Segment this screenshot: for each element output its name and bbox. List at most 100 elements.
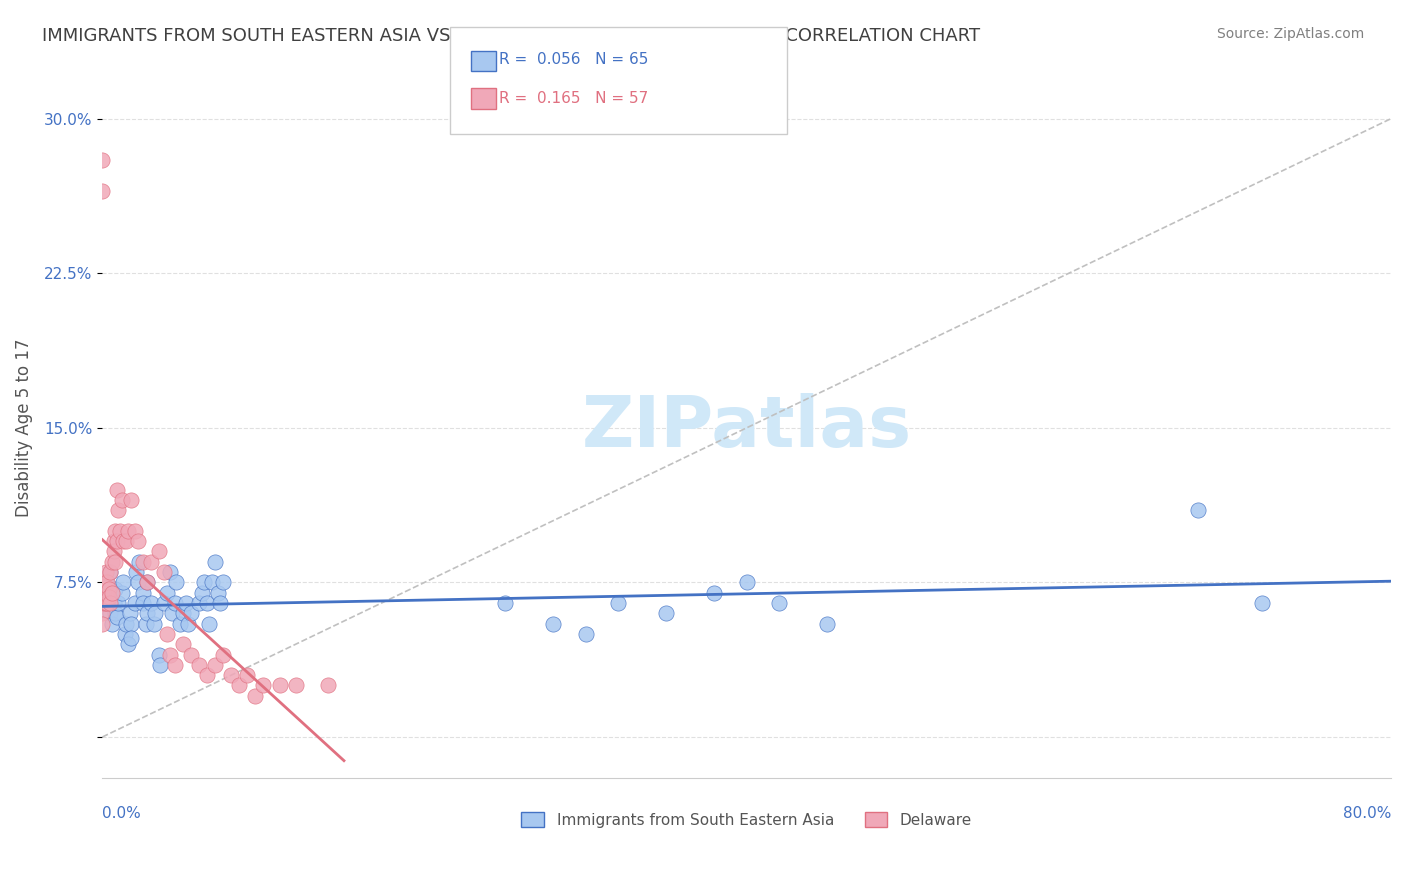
Point [91,184,114,198]
Point [96,575,118,590]
Point [494,596,516,610]
Point [97,582,120,596]
Point [104,524,127,538]
Point [177,616,200,631]
Text: R =  0.056   N = 65: R = 0.056 N = 65 [499,53,648,67]
Point [208,596,231,610]
Point [105,534,128,549]
Point [118,607,141,621]
Point [131,585,153,599]
Point [180,648,202,662]
Point [127,575,149,590]
Point [815,616,838,631]
Point [149,657,172,672]
Point [120,631,142,645]
Y-axis label: Disability Age 5 to 17: Disability Age 5 to 17 [15,339,32,517]
Point [163,657,186,672]
Point [212,648,235,662]
Point [128,555,150,569]
Text: R =  0.165   N = 57: R = 0.165 N = 57 [499,91,648,105]
Point [96,585,118,599]
Point [91,153,114,167]
Point [117,637,139,651]
Point [131,596,153,610]
Point [100,565,122,579]
Point [165,575,187,590]
Point [135,616,157,631]
Point [145,607,167,621]
Point [120,616,142,631]
Point [1251,596,1274,610]
Point [100,565,122,579]
Point [139,596,162,610]
Point [188,596,211,610]
Text: ZIPatlas: ZIPatlas [582,393,911,462]
Point [252,678,274,692]
Point [159,565,181,579]
Point [180,607,202,621]
Point [169,616,191,631]
Point [124,524,146,538]
Point [94,596,117,610]
Point [142,616,165,631]
Point [101,616,124,631]
Point [91,575,114,590]
Point [91,585,114,599]
Point [100,596,122,610]
Point [148,544,170,558]
Point [107,596,129,610]
Point [156,585,179,599]
Point [197,616,219,631]
Point [93,575,115,590]
Legend: Immigrants from South Eastern Asia, Delaware: Immigrants from South Eastern Asia, Dela… [516,805,979,834]
Point [163,596,186,610]
Point [96,596,118,610]
Point [97,590,120,604]
Point [124,596,146,610]
Point [101,555,124,569]
Point [316,678,339,692]
Text: 0.0%: 0.0% [103,806,141,822]
Point [115,616,138,631]
Point [105,483,128,497]
Point [172,607,194,621]
Point [112,534,135,549]
Text: Source: ZipAtlas.com: Source: ZipAtlas.com [1216,27,1364,41]
Point [136,607,159,621]
Point [136,575,159,590]
Point [152,596,174,610]
Point [91,616,114,631]
Point [93,585,115,599]
Point [703,585,725,599]
Point [136,575,159,590]
Point [174,596,197,610]
Point [104,607,127,621]
Point [191,585,214,599]
Point [1187,503,1209,517]
Text: 80.0%: 80.0% [1343,806,1391,822]
Point [103,534,125,549]
Point [574,627,596,641]
Point [156,627,179,641]
Point [269,678,291,692]
Point [125,565,148,579]
Point [94,585,117,599]
Point [152,565,174,579]
Point [101,585,124,599]
Point [105,610,128,624]
Point [207,585,229,599]
Point [103,596,125,610]
Point [236,668,259,682]
Point [111,585,134,599]
Point [94,565,117,579]
Point [111,493,134,508]
Point [108,524,131,538]
Point [219,668,242,682]
Text: IMMIGRANTS FROM SOUTH EASTERN ASIA VS DELAWARE DISABILITY AGE 5 TO 17 CORRELATIO: IMMIGRANTS FROM SOUTH EASTERN ASIA VS DE… [42,27,980,45]
Point [768,596,790,610]
Point [212,575,235,590]
Point [103,544,125,558]
Point [543,616,565,631]
Point [735,575,758,590]
Point [120,493,142,508]
